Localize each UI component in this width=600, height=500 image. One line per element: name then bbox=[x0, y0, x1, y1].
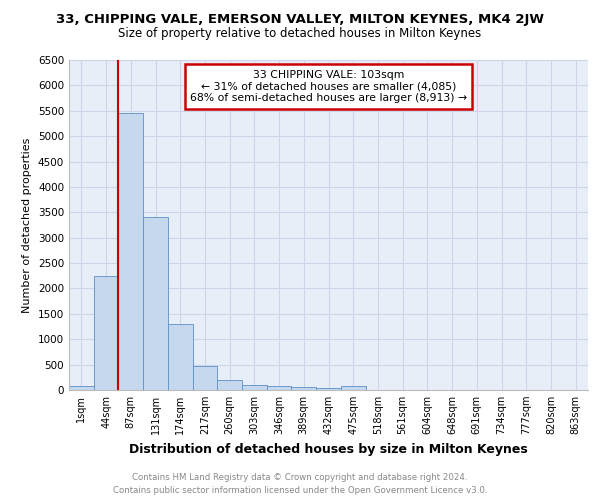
Y-axis label: Number of detached properties: Number of detached properties bbox=[22, 138, 32, 312]
Bar bbox=[341, 386, 365, 390]
Bar bbox=[168, 324, 193, 390]
Bar bbox=[217, 380, 242, 390]
Bar bbox=[143, 218, 168, 390]
Text: Contains HM Land Registry data © Crown copyright and database right 2024.: Contains HM Land Registry data © Crown c… bbox=[132, 472, 468, 482]
Bar bbox=[242, 385, 267, 390]
Bar bbox=[118, 114, 143, 390]
Text: Size of property relative to detached houses in Milton Keynes: Size of property relative to detached ho… bbox=[118, 28, 482, 40]
Bar bbox=[193, 366, 217, 390]
Text: 33 CHIPPING VALE: 103sqm
← 31% of detached houses are smaller (4,085)
68% of sem: 33 CHIPPING VALE: 103sqm ← 31% of detach… bbox=[190, 70, 467, 103]
Bar bbox=[69, 386, 94, 390]
Text: Contains public sector information licensed under the Open Government Licence v3: Contains public sector information licen… bbox=[113, 486, 487, 495]
Text: 33, CHIPPING VALE, EMERSON VALLEY, MILTON KEYNES, MK4 2JW: 33, CHIPPING VALE, EMERSON VALLEY, MILTO… bbox=[56, 12, 544, 26]
X-axis label: Distribution of detached houses by size in Milton Keynes: Distribution of detached houses by size … bbox=[129, 442, 528, 456]
Bar bbox=[94, 276, 118, 390]
Bar bbox=[316, 388, 341, 390]
Bar bbox=[267, 386, 292, 390]
Bar bbox=[292, 388, 316, 390]
